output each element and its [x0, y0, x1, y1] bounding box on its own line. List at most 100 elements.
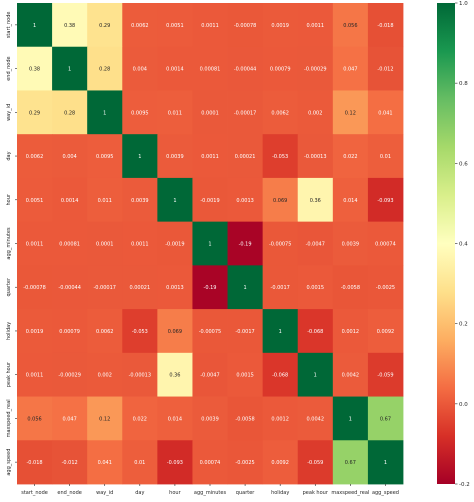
x-tick-label-6: quarter [236, 490, 255, 496]
heatmap-cell-6-3 [122, 265, 158, 310]
heatmap-value-6-10: -0.0025 [376, 285, 395, 291]
heatmap-cell-6-0 [17, 265, 53, 310]
heatmap-value-7-9: 0.0012 [342, 329, 360, 335]
heatmap-cell-2-4 [157, 90, 193, 135]
heatmap-value-3-5: 0.0011 [201, 154, 219, 160]
heatmap-cell-5-3 [122, 221, 158, 266]
heatmap-cells: 1 0.38 0.29 0.0062 0.0051 0.0011 -0.00078 0.001… [17, 3, 404, 485]
y-tick-label-6: quarter [6, 277, 12, 296]
heatmap-value-1-3: 0.004 [133, 67, 147, 73]
heatmap-value-6-1: -0.00044 [58, 285, 80, 291]
heatmap-cell-3-6 [227, 134, 264, 179]
heatmap-cell-1-5 [192, 46, 228, 91]
heatmap-cell-10-2 [87, 440, 123, 485]
heatmap-cell-8-2 [87, 352, 123, 397]
heatmap-cell-3-5 [192, 134, 228, 179]
heatmap-cell-0-5 [192, 3, 228, 48]
heatmap-cell-8-9 [332, 352, 369, 397]
heatmap-value-0-7: 0.0019 [271, 23, 289, 29]
heatmap-cell-8-7 [262, 352, 299, 397]
heatmap-value-2-1: 0.28 [64, 110, 75, 116]
heatmap-value-0-1: 0.38 [64, 23, 75, 29]
heatmap-cell-7-9 [332, 309, 369, 354]
heatmap-value-4-10: -0.093 [377, 198, 393, 204]
heatmap-value-3-0: 0.0062 [26, 154, 44, 160]
heatmap-value-9-5: 0.0039 [201, 416, 219, 422]
heatmap-value-7-8: -0.068 [307, 329, 323, 335]
heatmap-cell-3-2 [87, 134, 123, 179]
heatmap-cell-1-9 [332, 46, 369, 91]
heatmap-cell-9-2 [87, 396, 123, 441]
heatmap-value-2-4: 0.011 [168, 110, 182, 116]
heatmap-cell-9-3 [122, 396, 158, 441]
heatmap-value-1-6: -0.00044 [234, 67, 256, 73]
heatmap-value-10-1: -0.012 [62, 460, 78, 466]
heatmap-value-9-4: 0.014 [168, 416, 182, 422]
heatmap-value-4-4: 1 [173, 198, 176, 204]
heatmap-value-6-3: 0.00021 [129, 285, 150, 291]
heatmap-cell-10-4 [157, 440, 193, 485]
heatmap-cell-2-10 [367, 90, 404, 135]
heatmap-value-2-8: 0.002 [308, 110, 322, 116]
heatmap-cell-3-10 [367, 134, 404, 179]
colorbar-tick-label-6: -0.2 [459, 482, 470, 488]
heatmap-cell-4-3 [122, 177, 158, 223]
heatmap-cell-3-0 [17, 134, 53, 179]
colorbar-tick-label-3: 0.4 [459, 242, 468, 248]
heatmap-value-8-5: -0.0047 [200, 373, 219, 379]
x-tick-label-9: maxspeed_real [331, 490, 369, 496]
heatmap-value-4-0: 0.0051 [26, 198, 44, 204]
colorbar-tick-label-2: 0.6 [459, 161, 468, 167]
heatmap-value-7-0: 0.0019 [26, 329, 44, 335]
colorbar-tick-label-0: 1.0 [459, 1, 468, 7]
heatmap-cell-1-3 [122, 46, 158, 91]
heatmap-value-8-7: -0.068 [272, 373, 288, 379]
heatmap-cell-0-1 [52, 3, 88, 48]
heatmap-cell-1-6 [227, 46, 264, 91]
heatmap-value-4-1: 0.0014 [61, 198, 79, 204]
heatmap-value-1-8: -0.00029 [304, 67, 326, 73]
heatmap-value-7-5: -0.00075 [199, 329, 221, 335]
heatmap-value-8-9: 0.0042 [342, 373, 360, 379]
heatmap-cell-8-4 [157, 352, 193, 397]
heatmap-cell-4-8 [297, 177, 334, 223]
heatmap-cell-6-9 [332, 265, 369, 310]
heatmap-cell-3-1 [52, 134, 88, 179]
heatmap-cell-6-2 [87, 265, 123, 310]
heatmap-cell-0-9 [332, 3, 369, 48]
heatmap-value-8-4: 0.36 [169, 373, 180, 379]
heatmap-value-5-8: -0.0047 [306, 242, 325, 248]
heatmap-cell-8-8 [297, 352, 334, 397]
heatmap-cell-9-6 [227, 396, 264, 441]
heatmap-cell-4-0 [17, 177, 53, 223]
heatmap-cell-0-2 [87, 3, 123, 48]
y-tick-label-7: holiday [6, 322, 12, 340]
x-tick-label-2: way_id [96, 490, 113, 496]
heatmap-cell-2-9 [332, 90, 369, 135]
heatmap-value-5-6: -0.19 [239, 242, 252, 248]
heatmap-value-9-9: 1 [349, 416, 352, 422]
heatmap-value-1-1: 1 [68, 67, 71, 73]
heatmap-value-6-7: -0.0017 [271, 285, 290, 291]
heatmap-value-10-8: -0.059 [307, 460, 323, 466]
heatmap-value-4-5: -0.0019 [200, 198, 219, 204]
heatmap-value-10-10: 1 [384, 460, 387, 466]
heatmap-value-10-0: -0.018 [26, 460, 42, 466]
heatmap-value-1-9: 0.047 [343, 67, 357, 73]
heatmap-value-5-0: 0.0011 [26, 242, 44, 248]
heatmap-cell-9-10 [367, 396, 404, 441]
y-tick-label-9: maxspeed_real [6, 399, 12, 437]
heatmap-cell-9-4 [157, 396, 193, 441]
heatmap-cell-2-7 [262, 90, 299, 135]
heatmap-cell-5-7 [262, 221, 299, 266]
heatmap-cell-0-4 [157, 3, 193, 48]
heatmap-cell-9-1 [52, 396, 88, 441]
heatmap-value-3-4: 0.0039 [166, 154, 184, 160]
heatmap-value-10-9: 0.67 [345, 460, 356, 466]
heatmap-value-10-5: 0.00074 [200, 460, 221, 466]
heatmap-cell-9-5 [192, 396, 228, 441]
heatmap-value-2-10: 0.041 [378, 110, 392, 116]
heatmap-value-4-8: 0.36 [310, 198, 321, 204]
heatmap-value-4-9: 0.014 [343, 198, 357, 204]
heatmap-cell-10-7 [262, 440, 299, 485]
